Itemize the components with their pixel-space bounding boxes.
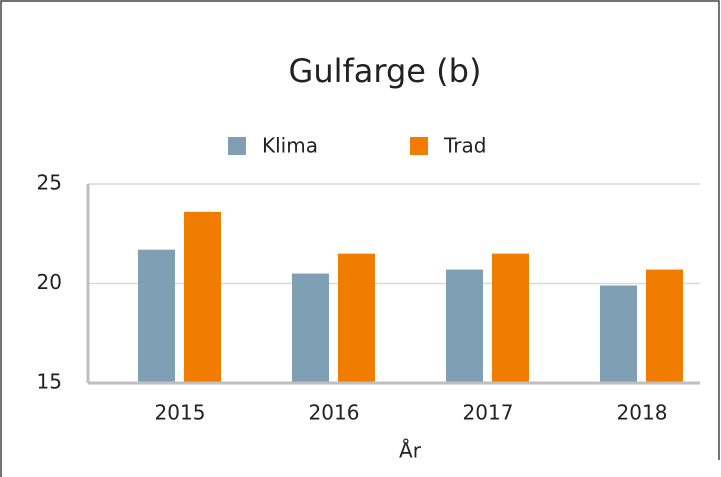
legend-swatch (228, 137, 246, 155)
x-tick-label: 2017 (463, 401, 514, 425)
bar (292, 273, 329, 383)
bar (338, 253, 375, 383)
x-tick-label: 2016 (309, 401, 360, 425)
y-tick-label: 15 (37, 370, 62, 394)
bar (138, 249, 175, 383)
bar (600, 285, 637, 383)
chart-title: Gulfarge (b) (289, 52, 482, 90)
bar (184, 211, 221, 383)
y-tick-label: 20 (37, 270, 62, 294)
legend-label: Klima (262, 134, 318, 158)
y-tick-label: 25 (37, 171, 62, 195)
legend-label: Trad (443, 134, 486, 158)
legend-swatch (410, 137, 428, 155)
bar (646, 269, 683, 383)
x-tick-label: 2015 (155, 401, 206, 425)
bar (446, 269, 483, 383)
x-axis-label: År (399, 439, 422, 463)
bar (492, 253, 529, 383)
x-tick-label: 2018 (617, 401, 668, 425)
